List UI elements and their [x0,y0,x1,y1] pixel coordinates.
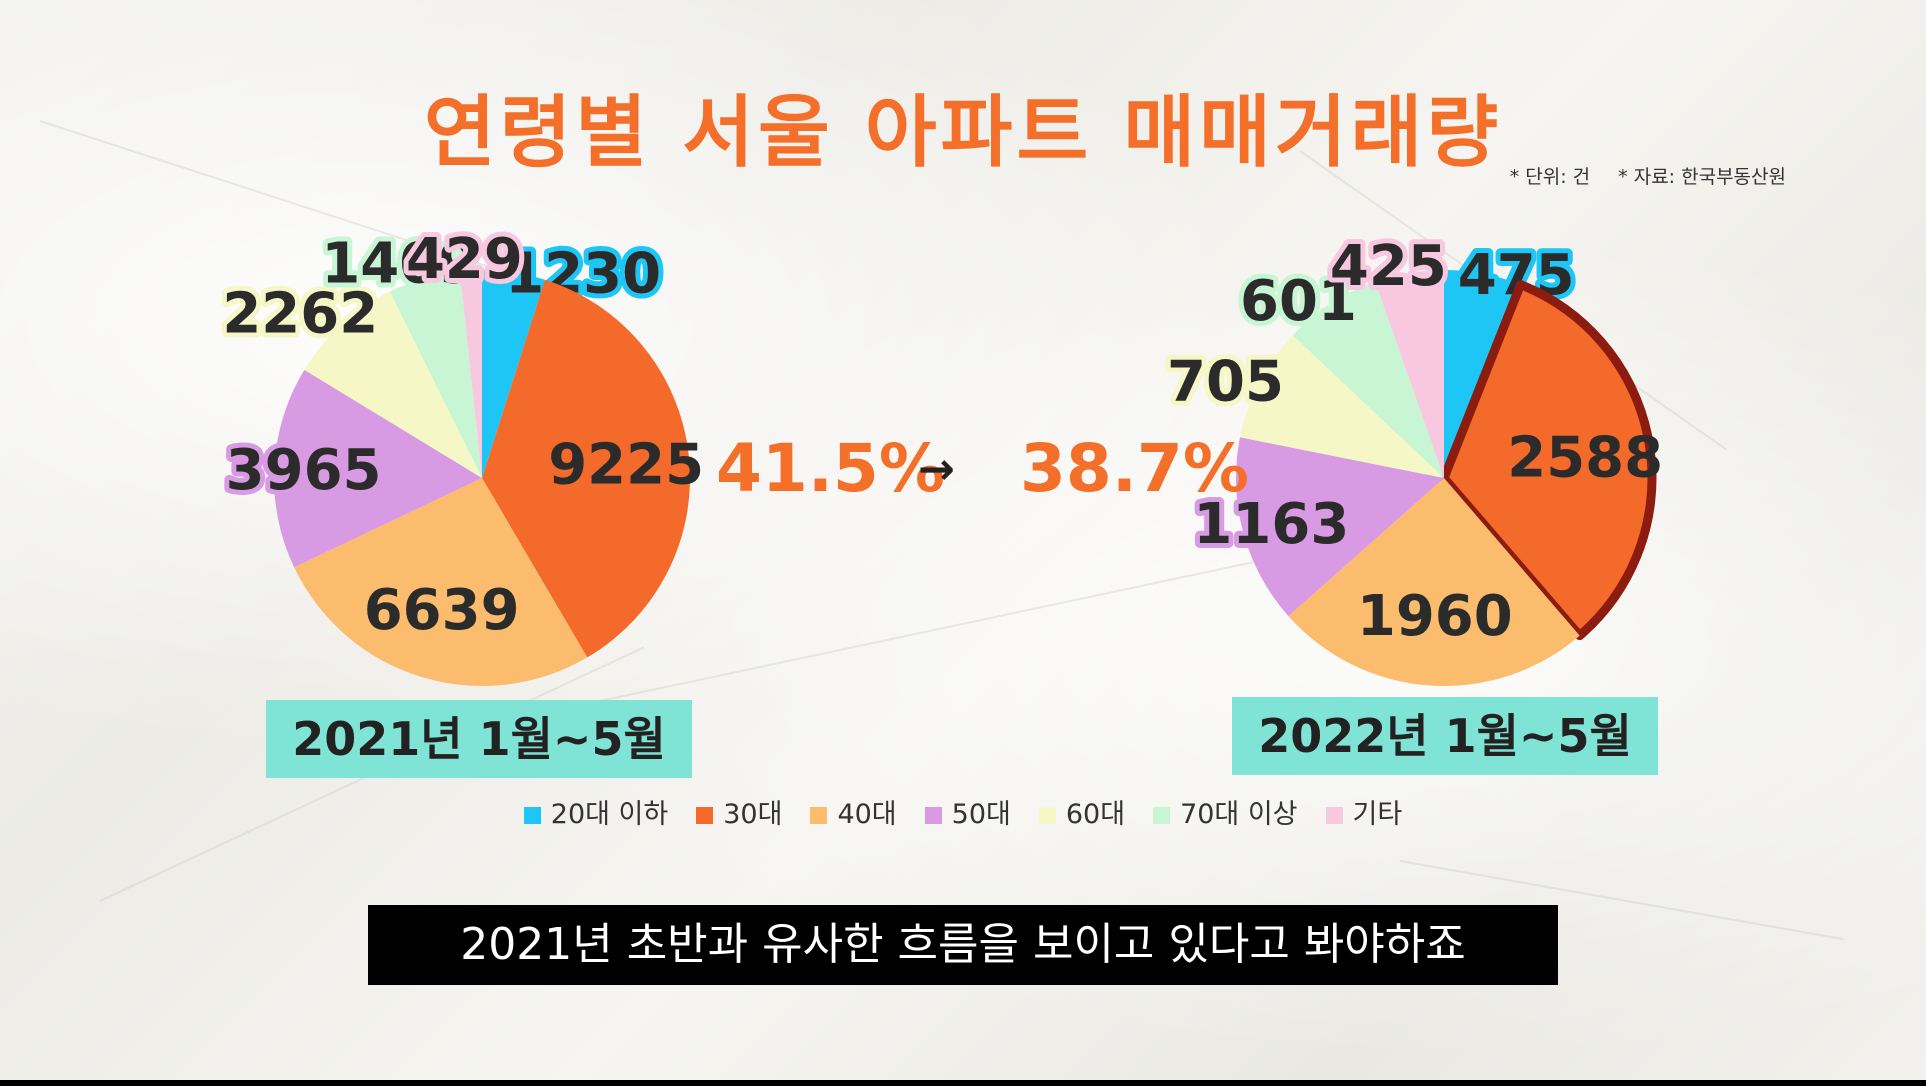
slice-label: 2262 [222,281,378,346]
source-note: * 자료: 한국부동산원 [1618,166,1786,188]
period-badge-2022: 2022년 1월~5월 [1232,697,1658,775]
pie-slice [1288,478,1580,686]
legend-swatch [1038,807,1056,824]
legend-swatch [1325,807,1343,824]
slice-label: 425 [1330,234,1447,299]
legend-label: 50대 [951,799,1011,830]
slice-label: 6639 [364,578,520,643]
pie-slice [459,270,482,478]
slice-label: 3965 [226,438,382,503]
slice-label: 1409 [321,231,477,296]
pie-slice [1439,280,1657,641]
pie-slice [1236,437,1444,617]
slice-label: 9225 [548,433,704,498]
pie-slice [304,291,482,478]
legend-label: 60대 [1065,799,1126,830]
legend-label: 20대 이하 [550,799,669,830]
unit-note: * 단위: 건 [1509,166,1591,188]
legend-item: 40대 [810,792,897,831]
legend-label: 기타 [1352,799,1403,830]
share-2021: 41.5% [716,430,945,507]
chart-title: 연령별 서울 아파트 매매거래량 [423,88,1503,178]
pie-slice [1292,281,1444,478]
legend: 20대 이하 30대 40대 50대 60대 70대 이상 기타 [0,792,1926,831]
pie-slice [1240,335,1444,478]
slice-label: 1960 [1357,584,1513,649]
chart-notes: * 단위: 건 * 자료: 한국부동산원 [1488,162,1786,189]
pie-slice [482,270,545,478]
legend-swatch [810,807,828,824]
legend-item: 50대 [924,792,1011,831]
legend-item: 기타 [1325,792,1403,831]
slice-label: 1163 [1193,492,1349,557]
legend-item: 70대 이상 [1153,792,1298,831]
slice-label: 2588 [1507,426,1663,491]
legend-label: 70대 이상 [1180,799,1298,830]
arrow-icon: → [918,444,955,495]
pie-slice [1375,270,1444,478]
legend-item: 30대 [696,792,782,831]
slice-label: 601 [1240,269,1357,334]
slice-label: 1230 [505,242,661,307]
period-badge-2021: 2021년 1월~5월 [266,700,692,778]
share-2022: 38.7% [1020,430,1249,507]
legend-label: 40대 [837,799,897,830]
pie-slice [389,271,482,478]
slice-label: 705 [1167,350,1284,415]
legend-item: 60대 [1038,792,1126,831]
pie-slice [294,478,588,686]
pie-slice [274,369,482,568]
legend-swatch [696,807,714,824]
legend-label: 30대 [723,799,783,830]
legend-swatch [924,807,942,824]
video-subtitle: 2021년 초반과 유사한 흐름을 보이고 있다고 봐야하죠 [368,905,1558,985]
legend-swatch [523,807,541,824]
pie-slice [482,279,690,658]
slice-label: 429 [406,227,523,292]
legend-item: 20대 이하 [523,792,669,831]
legend-swatch [1153,807,1171,824]
